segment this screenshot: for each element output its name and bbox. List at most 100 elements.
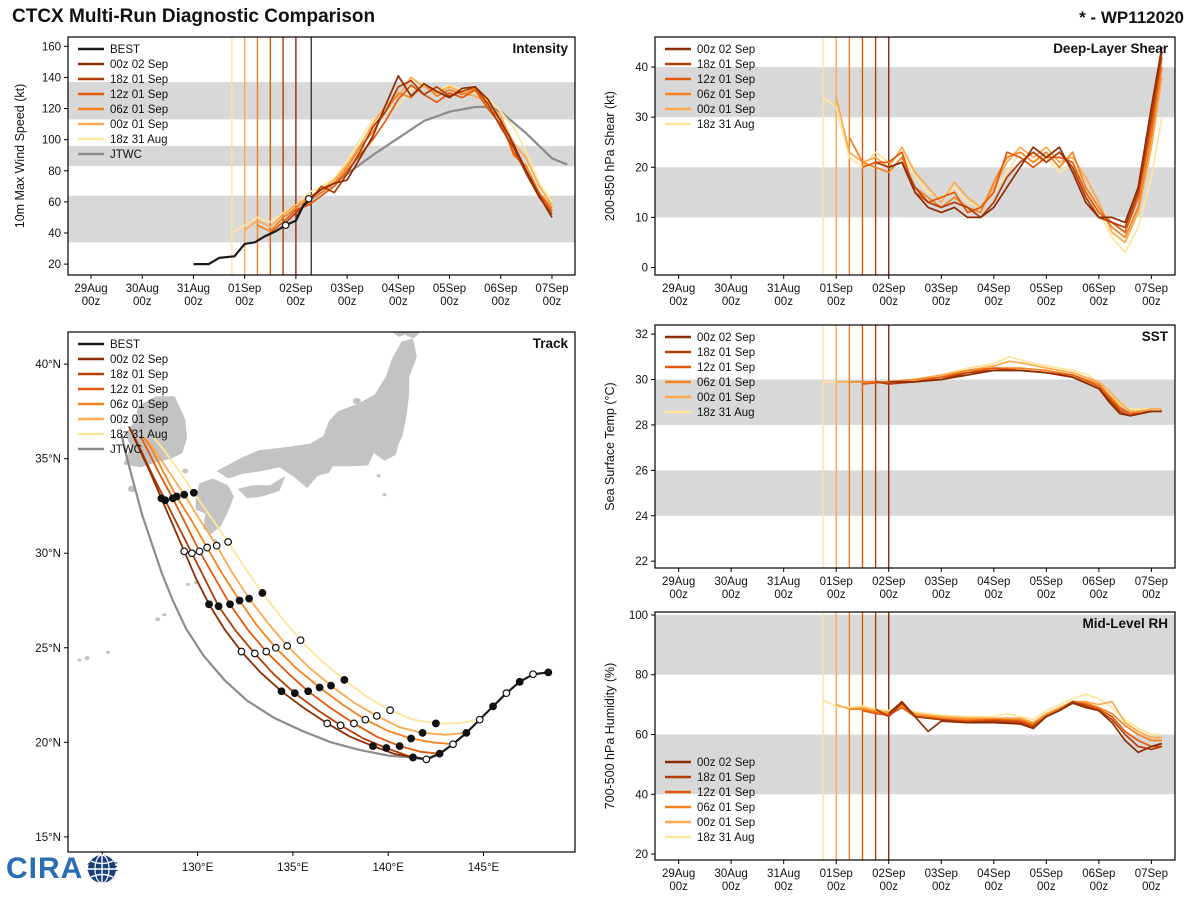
globe-icon <box>88 854 117 884</box>
track-12z-01-Sep <box>139 435 440 755</box>
x-tick-label: 02Sep <box>872 283 905 295</box>
y-tick-label: 140 <box>42 72 61 84</box>
island <box>376 474 381 478</box>
storm-id: * - WP112020 <box>1079 8 1184 27</box>
legend-label: 18z 01 Sep <box>110 369 168 381</box>
track-point <box>180 490 189 499</box>
track-point <box>250 649 259 658</box>
track-point <box>372 711 381 720</box>
y-axis-label: 200-850 hPa Shear (kt) <box>603 91 617 221</box>
series-18z-31-Aug <box>822 693 1162 736</box>
series-00z-02-Sep <box>888 369 1162 417</box>
track-point <box>283 641 292 650</box>
x-tick-label: 00z <box>287 296 306 308</box>
x-tick-label: 135°E <box>277 862 309 874</box>
track-point <box>304 194 313 203</box>
track-point <box>418 728 427 737</box>
island <box>186 582 191 587</box>
x-tick-label: 30Aug <box>715 868 748 880</box>
track-point <box>323 719 332 728</box>
x-tick-label: 31Aug <box>767 576 800 588</box>
track-point <box>271 643 280 652</box>
x-tick-label: 140°E <box>372 862 404 874</box>
y-tick-label: 30 <box>635 375 648 387</box>
track-point <box>361 715 370 724</box>
x-tick-label: 07Sep <box>1135 283 1168 295</box>
y-tick-label: 10 <box>635 212 648 224</box>
mid-level-rh-chart: 29Aug00z30Aug00z31Aug00z01Sep00z02Sep00z… <box>603 610 1176 893</box>
x-tick-label: 06Sep <box>1082 576 1115 588</box>
y-tick-label: 35°N <box>35 454 61 466</box>
y-tick-label: 30°N <box>35 548 61 560</box>
x-tick-label: 00z <box>827 589 846 601</box>
x-tick-label: 07Sep <box>535 283 568 295</box>
series-12z-01-Sep <box>862 702 1162 748</box>
x-tick-label: 00z <box>669 296 688 308</box>
category-band <box>655 67 1175 118</box>
category-band <box>655 734 1175 795</box>
x-tick-label: 00z <box>1037 881 1056 893</box>
x-tick-label: 01Sep <box>820 283 853 295</box>
legend-label: 06z 01 Sep <box>697 802 755 814</box>
y-tick-label: 40 <box>635 62 648 74</box>
legend-label: 12z 01 Sep <box>697 787 755 799</box>
x-tick-label: 00z <box>827 881 846 893</box>
track-map-chart: 125°E130°E135°E140°E145°E15°N20°N25°N30°… <box>35 331 576 874</box>
y-tick-label: 32 <box>635 329 648 341</box>
track-point <box>435 749 444 758</box>
x-tick-label: 29Aug <box>662 283 695 295</box>
y-tick-label: 0 <box>642 262 648 274</box>
intensity-chart: 29Aug00z30Aug00z31Aug00z01Sep00z02Sep00z… <box>13 36 576 308</box>
panel-title: Mid-Level RH <box>1082 616 1168 631</box>
island <box>155 617 161 622</box>
category-band <box>655 379 1175 425</box>
track-point <box>350 719 358 728</box>
legend-label: 06z 01 Sep <box>110 399 168 411</box>
x-tick-label: 29Aug <box>662 576 695 588</box>
x-tick-label: 06Sep <box>1082 868 1115 880</box>
track-JTWC <box>120 433 414 759</box>
x-tick-label: 01Sep <box>228 283 261 295</box>
y-tick-label: 60 <box>635 730 648 742</box>
track-06z-01-Sep <box>143 437 454 746</box>
x-tick-label: 31Aug <box>767 868 800 880</box>
track-point <box>168 494 177 503</box>
y-tick-label: 25°N <box>35 643 61 655</box>
track-point <box>489 702 497 711</box>
y-tick-label: 100 <box>42 135 61 147</box>
series-BEST <box>193 197 312 266</box>
track-point <box>157 494 166 503</box>
x-tick-label: 05Sep <box>433 283 466 295</box>
series-12z-01-Sep <box>862 367 1162 415</box>
x-tick-label: 02Sep <box>872 868 905 880</box>
legend-label: 18z 01 Sep <box>697 772 755 784</box>
x-tick-label: 00z <box>669 589 688 601</box>
island <box>106 650 111 655</box>
x-tick-label: 29Aug <box>662 868 695 880</box>
sst-chart: 29Aug00z30Aug00z31Aug00z01Sep00z02Sep00z… <box>603 324 1176 601</box>
x-tick-label: 02Sep <box>872 576 905 588</box>
y-tick-label: 120 <box>42 104 61 116</box>
series-00z-01-Sep <box>835 700 1162 739</box>
track-point <box>205 600 213 609</box>
x-tick-label: 00z <box>985 296 1004 308</box>
track-point <box>195 547 204 556</box>
x-tick-label: 130°E <box>182 862 214 874</box>
track-point <box>407 734 415 743</box>
legend-label: 06z 01 Sep <box>110 104 168 116</box>
island <box>352 397 361 405</box>
legend-label: 00z 02 Sep <box>110 59 168 71</box>
x-tick-label: 03Sep <box>925 868 958 880</box>
legend-label: 18z 31 Aug <box>110 134 168 146</box>
x-tick-label: 00z <box>1090 296 1109 308</box>
plot-frame <box>654 611 1176 861</box>
panel-title: Deep-Layer Shear <box>1053 41 1169 56</box>
y-tick-label: 28 <box>635 420 648 432</box>
category-band <box>68 145 575 167</box>
legend-label: 00z 02 Sep <box>110 354 168 366</box>
x-tick-label: 04Sep <box>382 283 415 295</box>
track-point <box>296 636 305 645</box>
legend-label: 18z 31 Aug <box>110 429 168 441</box>
y-axis-label: Sea Surface Temp (°C) <box>603 382 617 510</box>
legend-label: 12z 01 Sep <box>110 384 168 396</box>
